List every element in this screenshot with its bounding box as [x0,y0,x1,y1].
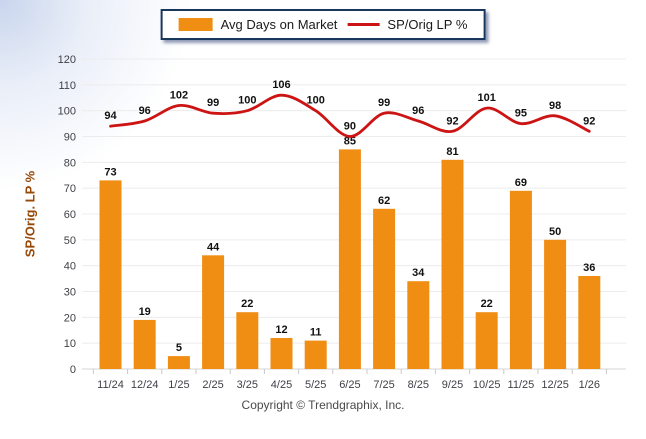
line-value-label: 94 [104,110,117,122]
line-value-label: 90 [344,121,356,133]
bar-value-label: 22 [481,298,493,310]
x-tick-label: 5/25 [305,379,326,391]
y-tick-label: 80 [64,157,76,169]
x-tick-label: 7/25 [373,379,394,391]
x-tick-label: 6/25 [339,379,360,391]
line-value-label: 92 [446,115,458,127]
bar-value-label: 12 [275,324,287,336]
x-tick-label: 10/25 [473,379,501,391]
bar-value-label: 34 [412,267,425,279]
bar-value-label: 19 [139,306,151,318]
line-value-label: 101 [478,92,496,104]
bar [475,312,498,369]
x-tick-label: 11/25 [508,379,535,391]
x-tick-label: 12/25 [541,379,569,391]
bar [270,338,293,369]
line-series-swatch-icon [347,23,380,26]
bar-value-label: 50 [549,226,561,238]
line-value-label: 95 [515,108,527,120]
legend-item-line: SP/Orig LP % [347,17,467,32]
x-tick-label: 1/26 [579,379,600,391]
y-tick-label: 120 [58,54,76,66]
bar-value-label: 73 [104,166,116,178]
y-tick-label: 110 [58,80,76,92]
x-tick-label: 8/25 [408,379,429,391]
legend-bar-label: Avg Days on Market [220,17,338,32]
bar [236,312,259,369]
y-tick-label: 100 [58,106,76,118]
bar-value-label: 69 [515,177,527,189]
bar-value-label: 5 [176,342,182,354]
line-value-label: 92 [583,115,595,127]
copyright-text: Copyright © Trendgraphix, Inc. [241,398,405,412]
bar [509,190,532,370]
line-value-label: 98 [549,100,561,112]
y-tick-label: 50 [64,235,76,247]
bar [338,149,361,369]
y-tick-label: 30 [64,287,76,299]
bar-value-label: 62 [378,195,390,207]
y-tick-label: 10 [64,338,76,350]
y-tick-label: 20 [64,312,76,324]
y-axis-title: SP/Orig. LP % [22,170,38,258]
legend-item-bar: Avg Days on Market [178,17,338,32]
bar [133,319,156,369]
bar [578,276,601,369]
x-tick-label: 1/25 [168,379,189,391]
line-value-label: 99 [207,97,219,109]
bar-value-label: 22 [241,298,253,310]
line-value-label: 99 [378,97,390,109]
line-value-label: 102 [170,90,188,102]
chart-legend: Avg Days on Market SP/Orig LP % [160,9,486,40]
bar [373,208,396,369]
line-value-label: 96 [139,105,151,117]
y-tick-label: 40 [64,261,76,273]
bar-value-label: 85 [344,135,356,147]
x-tick-label: 12/24 [131,379,159,391]
bar [407,281,430,369]
x-tick-label: 3/25 [237,379,258,391]
bar [544,239,567,369]
line-value-label: 106 [272,79,290,91]
legend-line-label: SP/Orig LP % [387,17,468,32]
y-tick-label: 0 [70,364,76,376]
y-tick-label: 90 [64,132,76,144]
x-tick-label: 4/25 [271,379,292,391]
line-series [109,93,591,138]
bar [441,159,464,370]
bar-value-label: 36 [583,262,595,274]
y-tick-label: 70 [64,183,76,195]
x-tick-label: 9/25 [442,379,463,391]
x-tick-label: 2/25 [202,379,223,391]
bar [304,340,327,369]
x-tick-label: 11/24 [97,379,124,391]
bar [202,255,225,369]
bar [167,356,190,369]
bar-value-label: 81 [446,146,458,158]
y-tick-label: 60 [64,209,76,221]
bar-value-label: 11 [310,327,322,339]
line-value-label: 96 [412,105,424,117]
line-value-label: 100 [238,95,256,107]
bar-series-swatch-icon [178,18,213,31]
line-value-label: 100 [307,95,325,107]
bar-value-label: 44 [207,241,220,253]
bar [99,180,122,369]
